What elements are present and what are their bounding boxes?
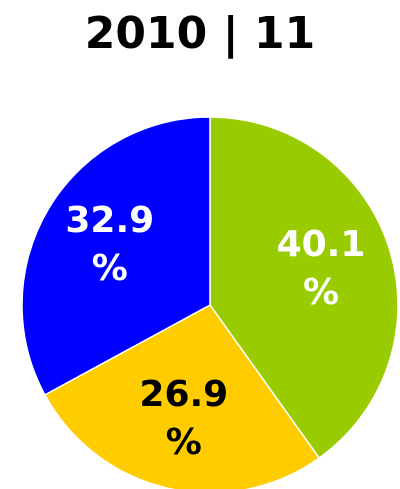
pie-slice (43, 304, 321, 489)
chart-title: 2010 | 11 (84, 8, 316, 59)
data-label: 26.9 % (139, 373, 229, 463)
pie-slice (209, 116, 399, 460)
data-label: 32.9 % (65, 200, 155, 290)
data-label: 40.1 % (276, 224, 366, 314)
pie-slice (21, 116, 211, 396)
